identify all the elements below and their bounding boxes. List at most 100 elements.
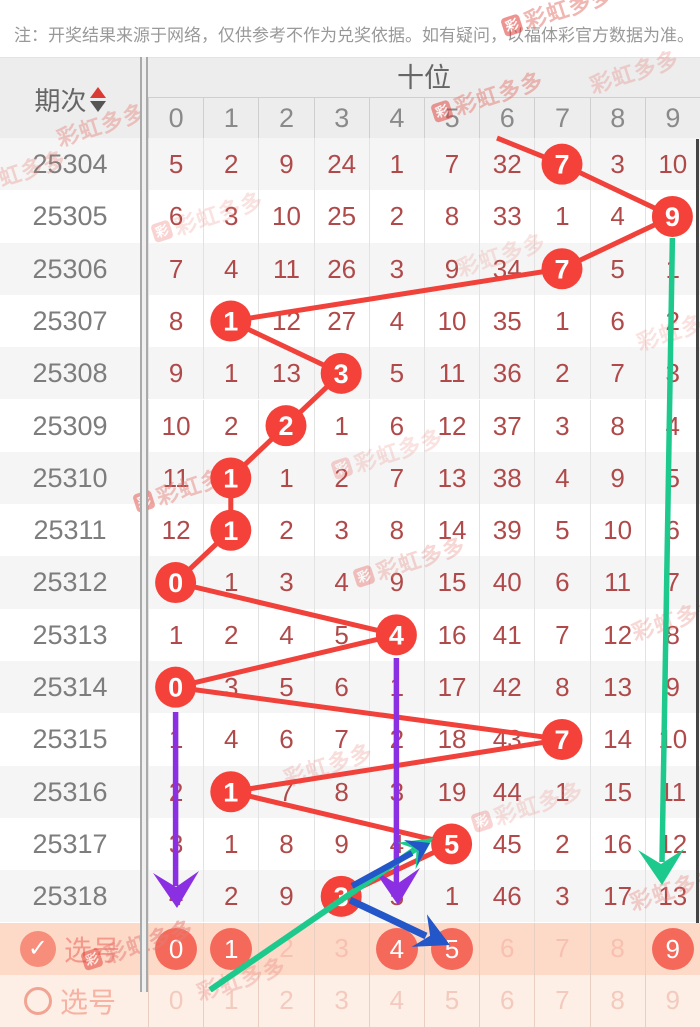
digit-cell: 1 xyxy=(148,713,203,766)
sort-desc-icon[interactable] xyxy=(89,100,106,112)
unselected-digit-2[interactable]: 2 xyxy=(279,985,294,1015)
sort-asc-icon[interactable] xyxy=(89,86,106,98)
digit-cell: 10 xyxy=(589,504,645,557)
digit-cell: 17 xyxy=(423,661,479,714)
digit-cell: 3 xyxy=(644,347,700,400)
digit-cell: 7 xyxy=(148,242,203,295)
digit-cell: 11 xyxy=(148,451,203,505)
selection-digit-cell-5[interactable]: 5 xyxy=(423,974,479,1027)
selection-digit-cell-4[interactable]: 4 xyxy=(368,922,424,975)
unselected-digit-7[interactable]: 7 xyxy=(555,933,570,963)
digit-cell: 1 xyxy=(368,661,424,714)
digit-cell: 25 xyxy=(313,190,369,243)
digit-cell: 1 xyxy=(423,870,479,923)
unselected-digit-4[interactable]: 4 xyxy=(389,985,405,1015)
period-cell: 25316 xyxy=(32,776,108,807)
selection-digit-cell-5[interactable]: 5 xyxy=(423,922,479,975)
digit-cell: 12 xyxy=(148,504,203,557)
digit-cell: 13 xyxy=(644,870,700,923)
selection-digit-cell-1[interactable]: 1 xyxy=(203,974,258,1027)
selected-digit-5[interactable]: 5 xyxy=(431,927,474,970)
unselected-digit-0[interactable]: 0 xyxy=(168,985,184,1015)
selection-digit-cell-6[interactable]: 6 xyxy=(479,974,534,1027)
period-cell: 25311 xyxy=(33,515,107,546)
frozen-column-divider xyxy=(140,57,148,992)
selected-digit-1[interactable]: 1 xyxy=(210,927,253,970)
digit-cell: 46 xyxy=(479,870,534,923)
unselected-digit-1[interactable]: 1 xyxy=(224,985,239,1015)
digit-cell: 2 xyxy=(148,765,203,818)
digit-column-header-5: 5 xyxy=(424,98,479,139)
sort-control[interactable] xyxy=(89,86,106,112)
unselected-digit-9[interactable]: 9 xyxy=(665,985,681,1015)
digit-cell: 7 xyxy=(368,451,424,505)
unselected-digit-6[interactable]: 6 xyxy=(499,933,515,963)
selection-digit-cell-2[interactable]: 2 xyxy=(258,974,313,1027)
selection-digit-cell-0[interactable]: 0 xyxy=(148,974,203,1027)
selection-digit-cell-3[interactable]: 3 xyxy=(313,922,369,975)
selected-digit-9[interactable]: 9 xyxy=(651,927,694,970)
selection-digit-cell-8[interactable]: 8 xyxy=(589,974,645,1027)
digit-cell: 4 xyxy=(644,399,700,452)
selection-digit-cell-7[interactable]: 7 xyxy=(534,974,589,1027)
digit-cell: 1 xyxy=(644,242,700,295)
digit-cell: 6 xyxy=(534,556,589,609)
digit-cell: 3 xyxy=(534,870,589,923)
selection-digit-cell-9[interactable]: 9 xyxy=(644,922,700,975)
digit-cell: 17 xyxy=(589,870,645,923)
selection-digit-cell-2[interactable]: 2 xyxy=(258,922,313,975)
selection-digit-cell-8[interactable]: 8 xyxy=(589,922,645,975)
selection-digit-cell-9[interactable]: 9 xyxy=(644,974,700,1027)
selection-digit-cell-1[interactable]: 1 xyxy=(203,922,258,975)
selection-digit-cell-7[interactable]: 7 xyxy=(534,922,589,975)
digit-cell: 3 xyxy=(313,504,369,557)
digit-column-header-2: 2 xyxy=(258,98,313,139)
selected-digit-0[interactable]: 0 xyxy=(155,927,198,970)
digit-column-header-1: 1 xyxy=(203,98,258,139)
unselected-digit-8[interactable]: 8 xyxy=(610,933,625,963)
digit-cell: 8 xyxy=(258,817,313,871)
period-column-header[interactable]: 期次 xyxy=(0,58,140,140)
table-row-25310: 25310 11 1 2 7 13 38 4 9 5 xyxy=(0,451,700,505)
digit-cell: 13 xyxy=(589,661,645,714)
table-row-25309: 25309 10 2 1 6 12 37 3 8 4 xyxy=(0,399,700,452)
digit-cell: 8 xyxy=(313,765,369,818)
selection-digit-cell-3[interactable]: 3 xyxy=(313,974,369,1027)
digit-cell: 3 xyxy=(258,556,313,609)
unselected-digit-2[interactable]: 2 xyxy=(279,933,294,963)
digit-cell: 4 xyxy=(589,190,645,243)
selection-digit-cell-0[interactable]: 0 xyxy=(148,922,203,975)
table-row-25315: 25315 1 4 6 7 2 18 43 14 10 xyxy=(0,713,700,766)
checked-circle-icon[interactable]: ✓ xyxy=(19,930,56,967)
digit-cell: 2 xyxy=(313,451,369,505)
digit-cell: 13 xyxy=(423,451,479,505)
digit-cell: 12 xyxy=(589,608,645,661)
unselected-digit-3[interactable]: 3 xyxy=(334,933,349,963)
unchecked-circle-icon[interactable] xyxy=(23,986,52,1015)
digit-cell: 3 xyxy=(203,190,258,243)
selection-digit-cell-6[interactable]: 6 xyxy=(479,922,534,975)
selection-row: ✓ 选号 0 1 2 3 4 5 6 7 8 9 xyxy=(0,922,700,975)
digit-cell: 9 xyxy=(589,451,645,505)
selection-digit-cell-4[interactable]: 4 xyxy=(368,974,424,1027)
digit-cell: 15 xyxy=(423,556,479,609)
unselected-digit-3[interactable]: 3 xyxy=(334,985,349,1015)
digit-cell: 10 xyxy=(258,190,313,243)
digit-cell: 42 xyxy=(479,661,534,714)
digit-cell: 16 xyxy=(589,817,645,871)
unselected-digit-5[interactable]: 5 xyxy=(444,985,460,1015)
unselected-digit-8[interactable]: 8 xyxy=(610,985,625,1015)
digit-cell xyxy=(203,504,258,557)
digit-cell: 5 xyxy=(258,661,313,714)
digit-cell: 8 xyxy=(644,608,700,661)
digit-cell: 2 xyxy=(534,347,589,400)
right-scrollbar[interactable] xyxy=(696,139,699,923)
period-cell: 25306 xyxy=(32,253,108,284)
unselected-digit-6[interactable]: 6 xyxy=(499,985,515,1015)
selected-digit-4[interactable]: 4 xyxy=(375,927,418,970)
digit-cell: 6 xyxy=(258,713,313,766)
digit-cell: 12 xyxy=(644,817,700,871)
unselected-digit-7[interactable]: 7 xyxy=(555,985,570,1015)
digit-cell: 38 xyxy=(479,451,534,505)
digit-cell: 2 xyxy=(534,817,589,871)
